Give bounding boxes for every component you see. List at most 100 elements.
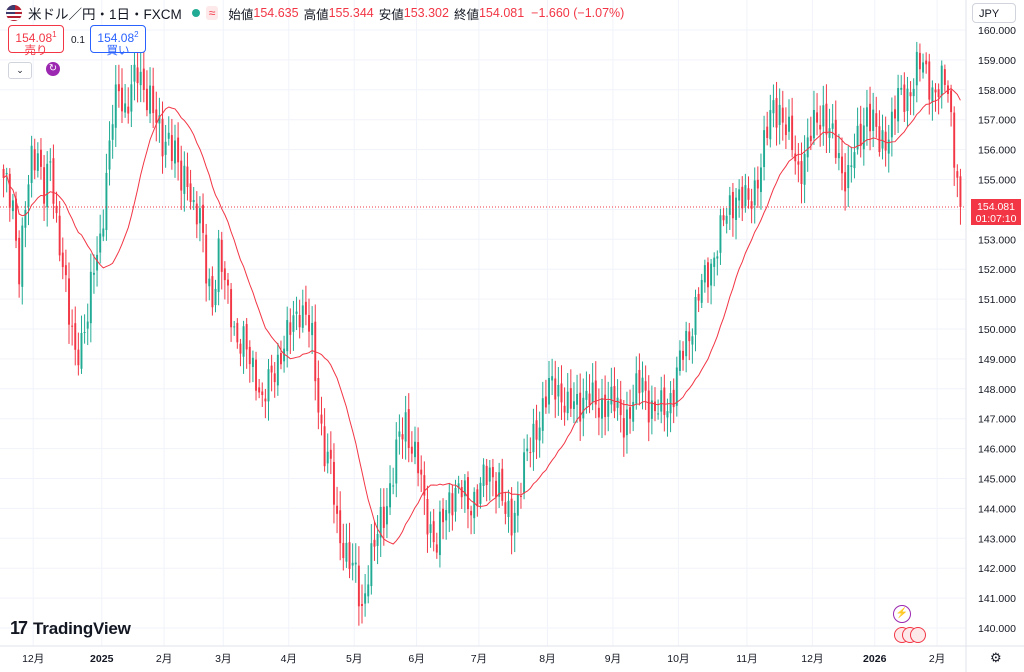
candle-body [339,510,342,544]
candle [124,84,127,118]
candle [903,72,906,122]
candle-body [878,126,881,153]
candle [535,404,538,459]
candle-body [784,124,787,136]
candle-body [688,331,691,342]
candle [507,489,510,533]
sell-button[interactable]: 154.081 売り [8,25,64,57]
candle-body [694,296,697,335]
candle-body [557,384,560,397]
symbol-title[interactable]: 米ドル／円・1日・FXCM [28,7,182,22]
candle [569,369,572,418]
candle-body [205,234,208,284]
candle [33,138,36,180]
candle [647,375,650,442]
currency-button[interactable]: JPY [972,3,1016,23]
candle [410,431,413,463]
candle [18,230,21,298]
candle [364,574,367,617]
candle [541,381,544,444]
candle-body [491,467,494,478]
us-flag-event-icon[interactable] [910,627,926,643]
candle-body [572,401,575,409]
candle-body [105,172,108,231]
candle-body [233,326,236,328]
candle-body [881,130,884,149]
candle [756,166,759,208]
candle [551,358,554,396]
candle-body [223,268,226,281]
candle-body [828,128,831,138]
time-tick-label: 11月 [736,653,757,665]
candle-body [289,322,292,335]
candle [208,268,211,301]
candle [847,146,850,207]
candle-body [404,412,407,442]
candle-body [619,399,622,416]
candle [195,191,198,239]
buy-button[interactable]: 154.082 買い [90,25,146,57]
tradingview-logo[interactable]: 17 TradingView [10,618,131,639]
candle [629,389,632,434]
candle-body [227,279,229,286]
candle [501,458,504,506]
candle-body [30,145,33,183]
candle-body [18,237,21,285]
candle [563,387,566,426]
gear-icon[interactable]: ⚙ [990,650,1002,665]
candle [747,176,750,209]
candle-body [551,376,554,381]
candle [953,106,956,186]
candle-body [647,390,650,423]
candle-body [485,465,488,486]
candle [155,91,158,142]
candle [426,485,429,553]
candle-body [837,153,840,159]
candle-body [604,394,607,418]
candle [77,332,80,376]
candle [538,411,541,458]
candle [370,524,373,595]
candle-body [96,254,99,271]
lightning-icon[interactable]: ⚡ [893,605,911,623]
candle-body [220,239,223,272]
candle-body [479,482,482,504]
candle-body [242,326,245,357]
candle-body [741,186,744,209]
candle-body [61,252,64,268]
candle [491,458,494,497]
candle-body [83,331,86,333]
candle-body [800,161,803,184]
candle-body [264,398,267,402]
candle-body [797,161,800,165]
candle [725,207,728,234]
candle-body [382,506,385,528]
candle [579,373,582,441]
candle-body [841,156,843,174]
candle-body [342,542,345,559]
candle-body [541,398,544,431]
chevron-down-icon[interactable]: ⌄ [8,62,32,79]
candle [912,78,915,116]
candle-body [513,512,516,533]
candle-body [139,71,142,86]
candle [80,315,83,374]
candle [809,116,812,151]
candle-body [809,135,812,142]
refresh-icon[interactable]: ↻ [46,62,60,76]
candle-body [834,119,837,158]
candle-body [859,123,862,147]
candle [139,52,142,103]
candle-body [442,508,445,523]
candle [744,173,747,213]
candle-body [114,84,117,128]
candle-body [756,179,759,189]
candle-body [597,407,600,418]
candle [495,472,497,514]
candle [825,84,828,154]
candle-body [451,493,454,516]
time-axis[interactable]: 12月 2025 2月 3月 4月 5月 6月 7月 8月 9月 10月 11月 12月 2026 2月 [22,653,945,665]
price-axis[interactable]: 140.000 141.000 142.000 143.000 144.000 145.0… [978,25,1016,635]
candle [289,308,292,355]
